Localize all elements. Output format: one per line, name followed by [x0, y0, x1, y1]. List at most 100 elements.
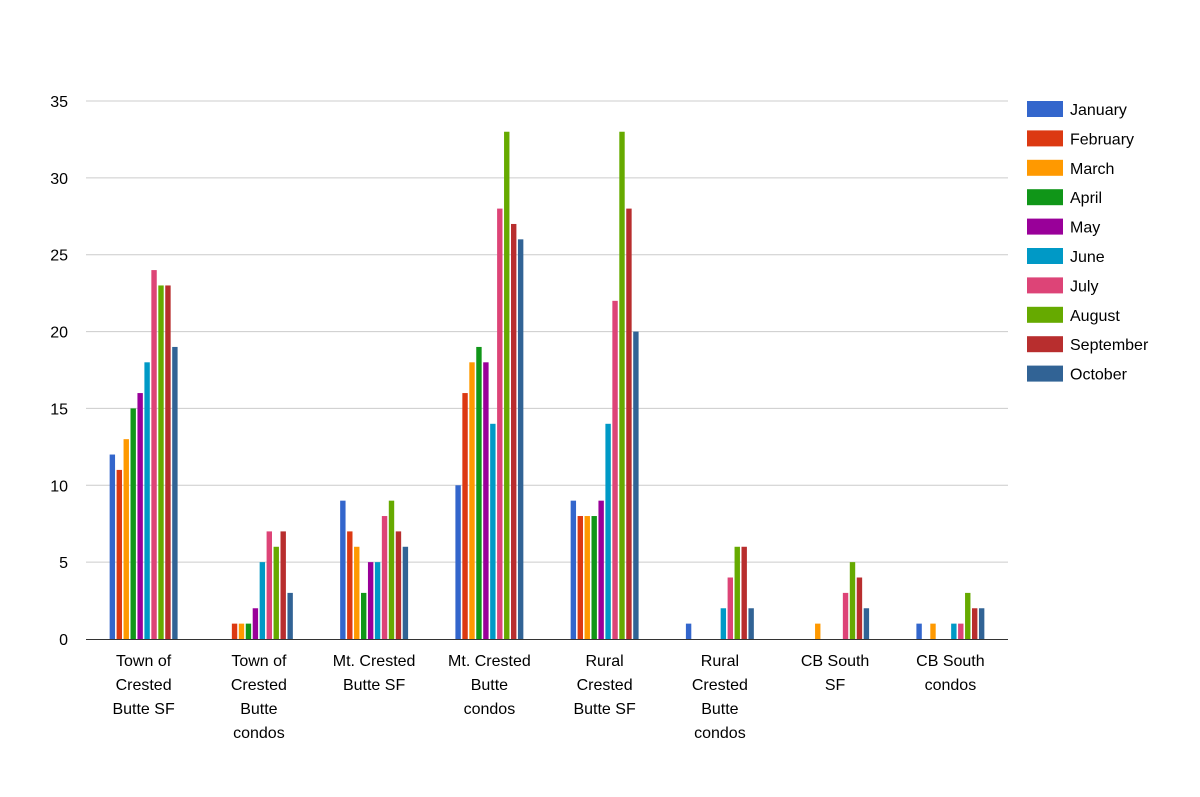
bar-june-7	[951, 623, 957, 639]
y-tick-label: 35	[50, 94, 68, 111]
legend-label-march: March	[1070, 161, 1114, 178]
bar-august-3	[504, 131, 510, 640]
bar-july-4	[612, 300, 618, 639]
bar-may-1	[252, 608, 259, 639]
bar-april-4	[591, 516, 597, 639]
bar-january-4	[570, 500, 577, 639]
bar-august-7	[965, 592, 971, 639]
legend-swatch-march	[1027, 159, 1063, 176]
bar-july-2	[381, 516, 388, 639]
bar-february-0	[116, 469, 122, 639]
bar-july-1	[266, 531, 272, 639]
y-tick-label: 15	[50, 401, 68, 418]
bar-september-1	[280, 531, 286, 639]
legend-label-april: April	[1070, 190, 1102, 207]
x-category-label-line: Butte SF	[112, 701, 174, 718]
bar-september-4	[626, 208, 632, 639]
legend-label-may: May	[1070, 220, 1100, 237]
bar-september-2	[395, 531, 402, 639]
x-category-label-line: Crested	[692, 677, 748, 694]
bar-may-3	[483, 362, 489, 639]
x-category-label-line: Mt. Crested	[333, 653, 416, 670]
bar-july-0	[151, 270, 157, 639]
legend-label-august: August	[1070, 308, 1120, 325]
bar-january-0	[109, 454, 116, 639]
x-category-label: Town of Crested Butte SF	[112, 653, 174, 718]
bar-october-3	[517, 239, 524, 639]
y-tick-label: 20	[50, 325, 68, 342]
bar-october-2	[402, 546, 409, 639]
bar-june-4	[605, 423, 611, 639]
y-tick-label: 5	[59, 555, 68, 572]
x-category-label-line: CB South	[916, 653, 984, 670]
bar-july-7	[958, 623, 964, 639]
bar-may-2	[367, 562, 374, 639]
bar-october-0	[172, 346, 178, 639]
legend-swatch-september	[1027, 336, 1063, 353]
bar-august-1	[273, 546, 279, 639]
legend: January February March April May June July Augu…	[1027, 101, 1149, 384]
legend-swatch-july	[1027, 277, 1063, 294]
x-category-label-line: Crested	[231, 677, 287, 694]
bar-june-5	[720, 608, 727, 639]
y-axis-tick-labels: 0 5 10 15 20 25 30 35	[50, 94, 68, 649]
legend-swatch-january	[1027, 101, 1063, 117]
bar-february-1	[231, 623, 238, 639]
x-category-label-line: Butte SF	[343, 677, 405, 694]
bar-october-5	[748, 608, 754, 639]
y-tick-label: 25	[50, 248, 68, 265]
bar-june-2	[374, 562, 381, 639]
bar-may-4	[598, 500, 604, 639]
bar-february-4	[577, 516, 583, 639]
x-category-label-line: condos	[925, 677, 977, 694]
legend-label-february: February	[1070, 131, 1134, 148]
x-category-label: Rural Crested Butte SF	[573, 653, 635, 718]
x-category-label: CB South SF	[801, 653, 869, 694]
bar-april-2	[361, 592, 367, 639]
y-tick-label: 30	[50, 171, 68, 188]
bar-july-6	[842, 592, 849, 639]
bar-march-3	[469, 362, 475, 639]
legend-swatch-february	[1027, 130, 1063, 147]
legend-swatch-may	[1027, 218, 1063, 235]
x-category-label-line: condos	[694, 725, 746, 742]
bar-august-6	[849, 562, 856, 639]
bar-march-7	[930, 623, 936, 639]
y-tick-label: 10	[50, 478, 68, 495]
x-category-label-line: Butte	[240, 701, 277, 718]
grid-lines	[86, 100, 1008, 563]
x-category-label-line: CB South	[801, 653, 869, 670]
bar-september-0	[165, 285, 171, 639]
bar-march-0	[123, 439, 129, 639]
legend-swatch-october	[1027, 365, 1063, 382]
y-tick-label: 0	[59, 632, 68, 649]
bar-may-0	[137, 393, 143, 639]
legend-label-june: June	[1070, 249, 1105, 266]
bar-january-2	[340, 500, 346, 639]
bar-august-2	[388, 500, 395, 639]
legend-swatch-april	[1027, 189, 1063, 206]
x-category-label-line: SF	[825, 677, 846, 694]
bar-february-2	[347, 531, 353, 639]
bar-april-0	[130, 408, 136, 639]
bar-july-5	[727, 577, 733, 639]
bar-october-4	[633, 331, 639, 639]
x-category-label: CB South condos	[916, 653, 984, 694]
x-category-label: Town of Crested Butte condos	[231, 653, 287, 742]
bar-january-5	[685, 623, 692, 639]
bar-june-3	[490, 423, 496, 639]
legend-swatch-august	[1027, 306, 1063, 323]
bars	[109, 131, 985, 640]
legend-label-september: September	[1070, 337, 1149, 354]
x-category-label-line: condos	[464, 701, 516, 718]
bar-march-6	[815, 623, 821, 639]
bar-october-6	[863, 608, 870, 639]
bar-august-4	[619, 131, 625, 640]
bar-july-3	[497, 208, 503, 639]
x-category-label-line: condos	[233, 725, 285, 742]
x-category-label-line: Rural	[585, 653, 623, 670]
x-category-label: Mt. Crested Butte condos	[448, 653, 531, 718]
x-category-label-line: Mt. Crested	[448, 653, 531, 670]
bar-september-6	[856, 577, 863, 639]
legend-label-january: January	[1070, 102, 1127, 119]
